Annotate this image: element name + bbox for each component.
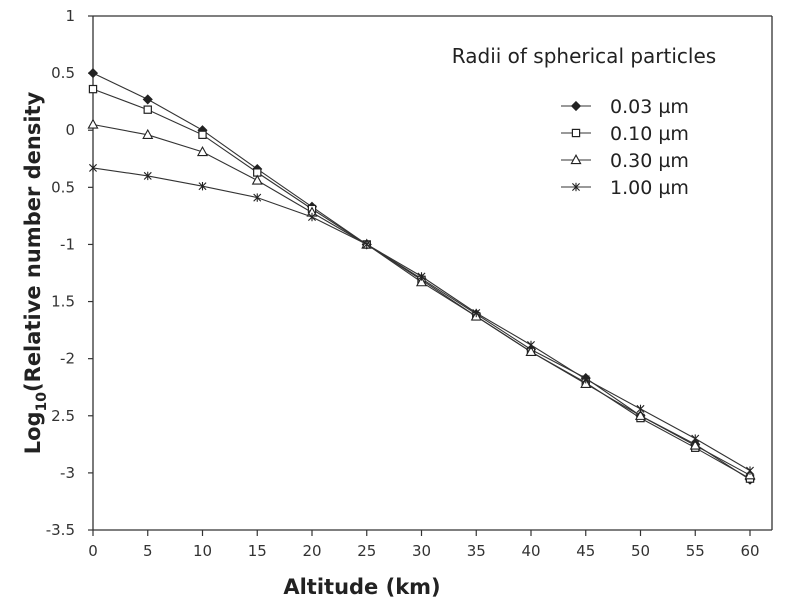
data-point xyxy=(527,340,535,350)
y-tick-label: -2 xyxy=(60,350,75,368)
data-point xyxy=(143,171,152,181)
data-point xyxy=(89,163,97,173)
data-point xyxy=(308,212,316,222)
square-marker-shape xyxy=(198,130,207,139)
data-point xyxy=(251,174,263,185)
legend-marker xyxy=(572,182,580,192)
legend: 0.03 µm 0.10 µm 0.30 µm 1.00 µm xyxy=(561,96,689,199)
data-point xyxy=(636,404,645,414)
y-axis-title-rest: (Relative number density xyxy=(21,91,45,392)
legend-marker xyxy=(571,128,581,138)
y-tick-label: 0.5 xyxy=(51,178,75,196)
y-tick-label: 1 xyxy=(65,7,75,25)
square-marker-shape xyxy=(88,84,98,94)
diamond-marker-shape xyxy=(570,100,582,112)
data-point xyxy=(198,130,207,139)
triangle-marker-shape xyxy=(142,128,154,139)
legend-title: Radii of spherical particles xyxy=(452,44,716,68)
x-tick-label: 50 xyxy=(631,542,650,560)
triangle-marker-shape xyxy=(634,409,647,420)
x-tick-label: 30 xyxy=(412,542,431,560)
square-marker-shape xyxy=(143,105,152,114)
y-axis-title-subscript: 10 xyxy=(34,392,50,412)
series-line xyxy=(92,167,751,472)
x-tick-label: 40 xyxy=(521,542,540,560)
y-ticks: 1 0.5 0 0.5 -1 1.5 -2 2.5 -3 -3.5 xyxy=(46,7,93,539)
x-tick-label: 55 xyxy=(686,542,705,560)
y-tick-label: -1 xyxy=(60,235,75,253)
data-point xyxy=(691,434,700,443)
x-tick-label: 20 xyxy=(302,542,321,560)
data-point xyxy=(746,466,754,475)
x-tick-label: 15 xyxy=(248,542,267,560)
y-axis-title: Log10(Relative number density xyxy=(21,91,50,454)
data-point xyxy=(198,181,207,191)
triangle-marker-shape xyxy=(415,276,428,287)
y-tick-label: 0 xyxy=(65,121,75,139)
data-point xyxy=(196,145,209,157)
legend-marker xyxy=(570,100,582,112)
triangle-marker-shape xyxy=(570,154,582,165)
series-3 xyxy=(87,118,756,480)
data-point xyxy=(581,375,590,384)
legend-label: 1.00 µm xyxy=(610,177,689,199)
data-point xyxy=(472,308,481,318)
legend-item-2: 0.10 µm xyxy=(561,123,689,145)
x-ticks: 0 5 10 15 20 25 30 35 40 45 50 55 60 xyxy=(88,530,760,560)
series-layer xyxy=(87,68,756,485)
triangle-marker-shape xyxy=(251,174,263,185)
data-point xyxy=(88,84,98,94)
triangle-marker-shape xyxy=(689,439,701,450)
data-point xyxy=(525,345,537,356)
x-axis-title: Altitude (km) xyxy=(283,575,440,599)
data-point xyxy=(142,128,154,139)
data-point xyxy=(362,240,371,249)
data-point xyxy=(142,94,153,105)
data-point xyxy=(87,68,99,79)
series-4 xyxy=(89,163,754,475)
data-point xyxy=(253,193,262,202)
legend-item-1: 0.03 µm xyxy=(561,96,689,118)
legend-label: 0.10 µm xyxy=(610,123,689,145)
y-tick-label: 1.5 xyxy=(51,293,75,311)
x-tick-label: 35 xyxy=(467,542,486,560)
legend-marker xyxy=(570,154,582,165)
x-tick-label: 5 xyxy=(143,542,153,560)
x-tick-label: 25 xyxy=(357,542,376,560)
legend-label: 0.30 µm xyxy=(610,150,689,172)
y-tick-label: -3.5 xyxy=(46,521,75,539)
axes xyxy=(92,15,773,531)
legend-item-3: 0.30 µm xyxy=(561,150,689,172)
triangle-marker-shape xyxy=(87,118,99,129)
square-marker-shape xyxy=(571,128,581,138)
triangle-marker-shape xyxy=(196,145,209,157)
legend-label: 0.03 µm xyxy=(610,96,689,118)
diamond-marker-shape xyxy=(142,94,153,105)
x-tick-label: 60 xyxy=(740,542,759,560)
x-tick-label: 10 xyxy=(193,542,212,560)
x-tick-label: 0 xyxy=(88,542,98,560)
y-tick-label: 2.5 xyxy=(51,407,75,425)
y-axis-title-main: Log xyxy=(21,411,45,454)
x-tick-label: 45 xyxy=(576,542,595,560)
data-point xyxy=(689,439,701,450)
data-point xyxy=(143,105,152,114)
data-point xyxy=(634,409,647,420)
data-point xyxy=(87,118,99,129)
y-tick-label: 0.5 xyxy=(51,64,75,82)
diamond-marker-shape xyxy=(87,68,99,79)
data-point xyxy=(415,276,428,287)
data-point xyxy=(417,272,426,281)
triangle-marker-shape xyxy=(525,345,537,356)
legend-item-4: 1.00 µm xyxy=(561,177,689,199)
y-tick-label: -3 xyxy=(60,464,75,482)
